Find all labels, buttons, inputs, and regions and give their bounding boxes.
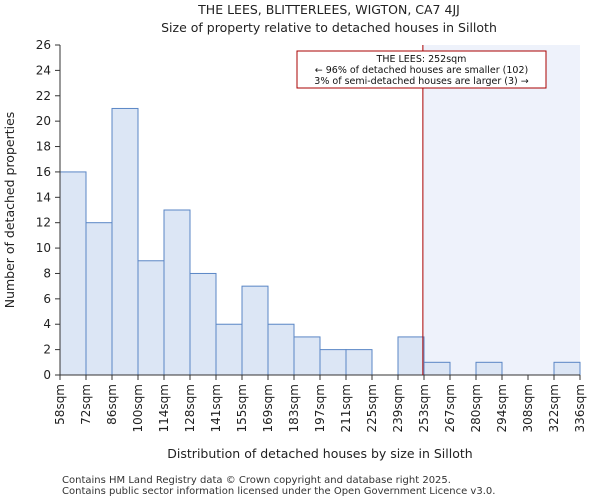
- x-tick-label: 128sqm: [183, 384, 197, 432]
- annotation-box: [296, 50, 547, 89]
- x-tick-label: 100sqm: [131, 384, 145, 432]
- bar: [215, 323, 243, 376]
- y-axis-label: Number of detached properties: [2, 112, 17, 309]
- x-tick-label: 239sqm: [391, 384, 405, 432]
- x-tick-label: 114sqm: [157, 384, 171, 432]
- x-tick-label: 280sqm: [469, 384, 483, 432]
- footer-line-1: Contains HM Land Registry data © Crown c…: [62, 475, 451, 486]
- bar: [137, 260, 165, 376]
- x-tick-label: 197sqm: [313, 384, 327, 432]
- x-tick-label: 58sqm: [53, 384, 67, 425]
- x-tick-label: 322sqm: [547, 384, 561, 432]
- y-tick-label: 2: [43, 343, 51, 357]
- bar: [345, 349, 373, 376]
- footer-line-2: Contains public sector information licen…: [62, 486, 495, 497]
- bar: [423, 361, 451, 376]
- x-tick-label: 183sqm: [287, 384, 301, 432]
- x-tick-label: 267sqm: [443, 384, 457, 432]
- y-tick-label: 24: [36, 63, 51, 77]
- x-tick-label: 169sqm: [261, 384, 275, 432]
- y-tick-label: 4: [43, 317, 51, 331]
- x-tick-label: 211sqm: [339, 384, 353, 432]
- bar: [85, 222, 113, 376]
- x-tick-label: 308sqm: [521, 384, 535, 432]
- x-tick-label: 294sqm: [495, 384, 509, 432]
- y-tick-label: 16: [36, 165, 51, 179]
- y-tick-label: 20: [36, 114, 51, 128]
- y-tick-label: 12: [36, 216, 51, 230]
- x-tick-label: 225sqm: [365, 384, 379, 432]
- bar: [293, 336, 321, 376]
- bar: [189, 272, 217, 376]
- bar: [397, 336, 425, 376]
- bar: [241, 285, 269, 376]
- y-tick-label: 6: [43, 292, 51, 306]
- x-tick-label: 336sqm: [573, 384, 587, 432]
- annotation-line-1: THE LEES: 252sqm: [376, 54, 467, 65]
- y-tick-label: 22: [36, 89, 51, 103]
- y-tick-label: 14: [36, 190, 51, 204]
- highlight-region: [422, 45, 580, 375]
- x-tick-label: 141sqm: [209, 384, 223, 432]
- bar: [59, 171, 87, 376]
- y-tick-label: 26: [36, 38, 51, 52]
- x-tick-label: 253sqm: [417, 384, 431, 432]
- y-tick-label: 8: [43, 266, 51, 280]
- bar: [163, 209, 191, 376]
- bar: [267, 323, 295, 376]
- y-tick-label: 10: [36, 241, 51, 255]
- annotation-line-3: 3% of semi-detached houses are larger (3…: [314, 76, 528, 87]
- chart-title: THE LEES, BLITTERLEES, WIGTON, CA7 4JJ: [197, 2, 460, 17]
- x-tick-label: 86sqm: [105, 384, 119, 425]
- chart-subtitle: Size of property relative to detached ho…: [161, 20, 497, 35]
- y-tick-label: 18: [36, 140, 51, 154]
- bar: [319, 349, 347, 376]
- x-tick-label: 72sqm: [79, 384, 93, 425]
- y-tick-label: 0: [43, 368, 51, 382]
- bar: [111, 107, 139, 376]
- bar: [553, 361, 581, 376]
- x-tick-label: 155sqm: [235, 384, 249, 432]
- bar: [475, 361, 503, 376]
- x-axis-label: Distribution of detached houses by size …: [167, 446, 472, 461]
- annotation-line-2: ← 96% of detached houses are smaller (10…: [315, 65, 528, 76]
